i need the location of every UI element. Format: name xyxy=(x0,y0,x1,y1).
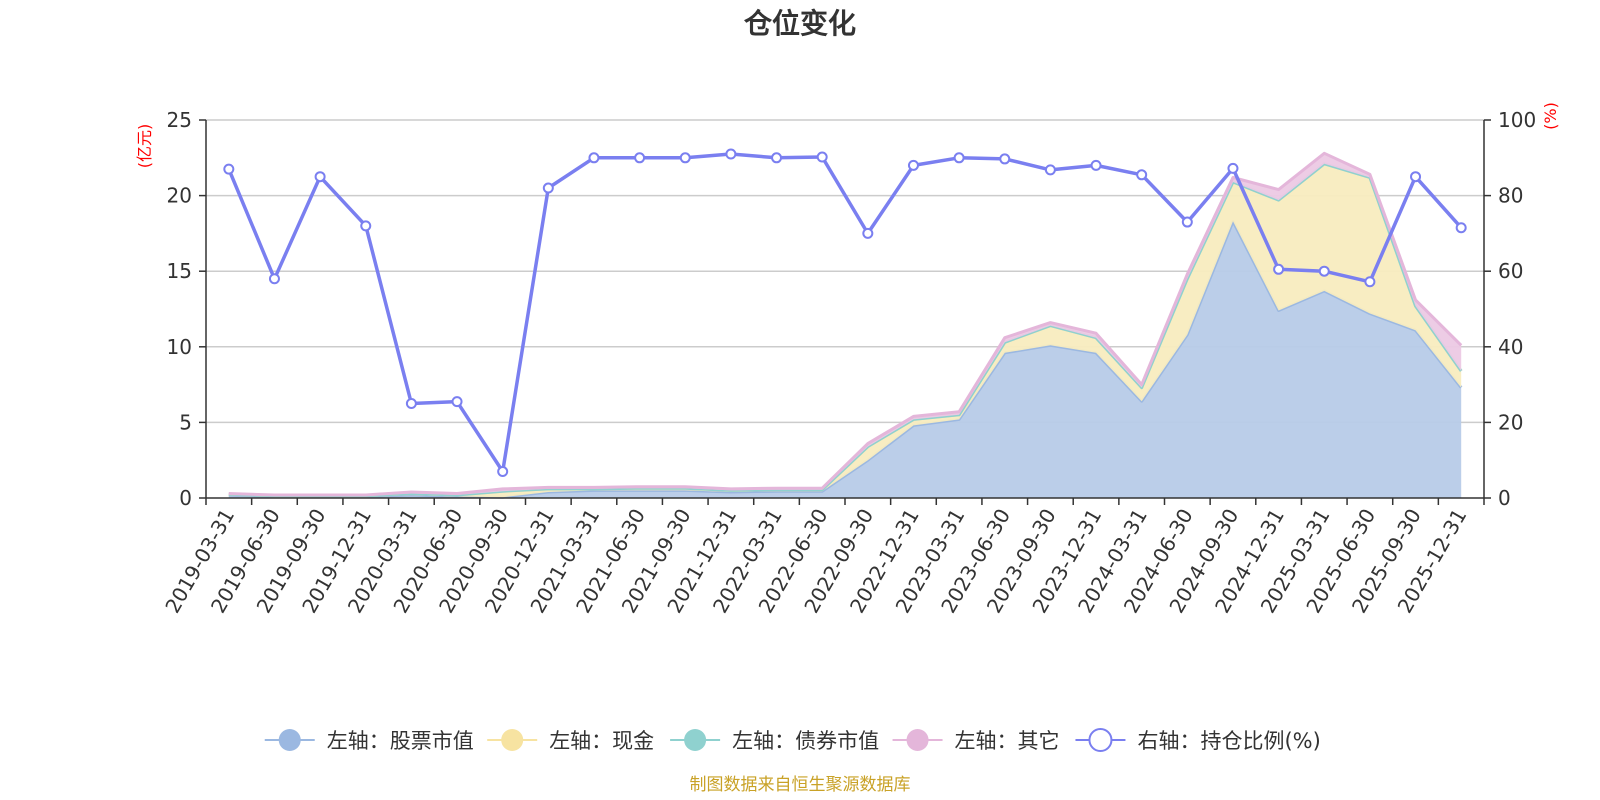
right-axis-tick-label: 80 xyxy=(1498,184,1523,208)
ratio-point xyxy=(1181,216,1193,228)
legend-marker xyxy=(906,729,929,751)
left-axis-tick-label: 25 xyxy=(167,108,192,132)
right-axis-tick-label: 0 xyxy=(1498,486,1511,510)
ratio-point xyxy=(862,227,874,239)
ratio-point xyxy=(268,273,280,285)
right-axis-tick-label: 100 xyxy=(1498,108,1536,132)
legend: 左轴：股票市值 左轴：现金 左轴：债券市值 左轴：其它 右轴：持仓比例(%) xyxy=(264,728,1321,753)
ratio-line xyxy=(223,148,1467,478)
left-axis-tick-label: 5 xyxy=(179,410,192,434)
legend-marker xyxy=(278,729,301,751)
ratio-point xyxy=(314,171,326,183)
ratio-point xyxy=(1227,162,1239,174)
ratio-point xyxy=(1455,222,1467,234)
right-axis-tick-label: 20 xyxy=(1498,410,1523,434)
ratio-point xyxy=(497,466,509,478)
right-axis-tick-label: 60 xyxy=(1498,259,1523,283)
ratio-point xyxy=(451,396,463,408)
ratio-point xyxy=(1090,159,1102,171)
ratio-point xyxy=(634,152,646,164)
ratio-point xyxy=(1273,263,1285,275)
legend-marker xyxy=(684,729,707,751)
ratio-point xyxy=(907,159,919,171)
area-series-line xyxy=(228,151,1463,497)
ratio-point xyxy=(771,152,783,164)
legend-label: 左轴：现金 xyxy=(549,729,654,753)
ratio-point xyxy=(725,148,737,160)
ratio-point xyxy=(405,398,417,409)
ratio-point xyxy=(953,152,965,164)
legend-label: 左轴：其它 xyxy=(955,729,1060,753)
left-axis-tick-label: 0 xyxy=(179,486,192,510)
legend-label: 右轴：持仓比例(%) xyxy=(1137,729,1320,753)
ratio-point xyxy=(360,220,372,232)
left-axis-tick-label: 20 xyxy=(167,184,192,208)
source-note: 制图数据来自恒生聚源数据库 xyxy=(690,775,911,795)
chart-title: 仓位变化 xyxy=(744,7,856,40)
ratio-point xyxy=(588,152,600,164)
ratio-point xyxy=(816,151,828,163)
ratio-point xyxy=(999,153,1011,165)
area-series xyxy=(228,221,1462,499)
right-axis-tick-label: 40 xyxy=(1498,335,1523,359)
ratio-point xyxy=(223,163,235,175)
left-axis-tick-label: 15 xyxy=(167,259,192,283)
left-axis-unit: (亿元) xyxy=(135,124,154,169)
right-axis-unit: (%) xyxy=(1541,102,1560,130)
legend-marker xyxy=(501,729,524,751)
ratio-point xyxy=(1410,171,1422,183)
legend-label: 左轴：债券市值 xyxy=(732,729,879,753)
ratio-point xyxy=(1044,164,1056,176)
legend-label: 左轴：股票市值 xyxy=(327,729,474,753)
stacked-areas xyxy=(228,151,1463,499)
left-axis-tick-label: 10 xyxy=(167,335,192,359)
ratio-point xyxy=(542,182,554,194)
ratio-point xyxy=(1318,265,1330,277)
area-series xyxy=(228,163,1462,498)
legend-marker xyxy=(1088,728,1113,752)
ratio-line-path xyxy=(227,152,1463,474)
ratio-point xyxy=(679,152,691,164)
ratio-point xyxy=(1136,169,1148,181)
ratio-point xyxy=(1364,276,1376,288)
